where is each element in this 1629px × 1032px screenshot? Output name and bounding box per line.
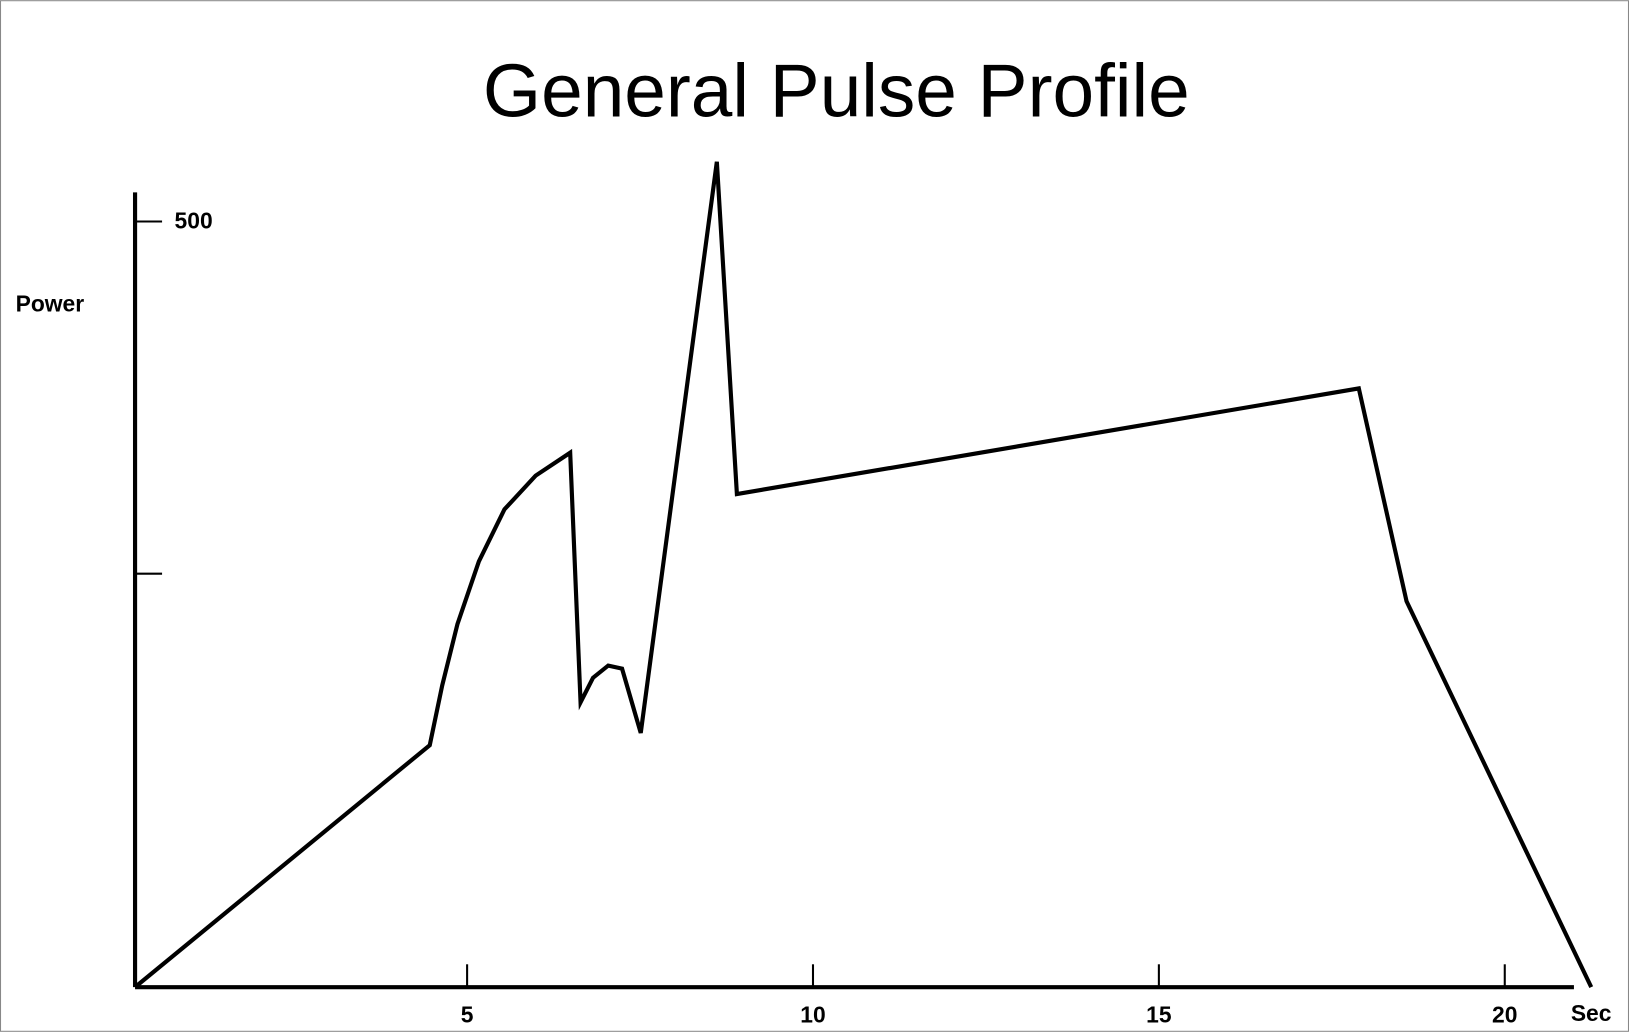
x-axis-label: Sec bbox=[1571, 1000, 1612, 1026]
x-tick-label: 10 bbox=[800, 1001, 825, 1027]
y-axis-label: Power bbox=[16, 291, 85, 317]
pulse-line bbox=[133, 161, 1594, 989]
x-tick-label: 5 bbox=[461, 1001, 474, 1027]
y-tick-label: 500 bbox=[175, 208, 213, 234]
chart-title: General Pulse Profile bbox=[483, 49, 1190, 133]
x-tick-label: 20 bbox=[1492, 1001, 1517, 1027]
x-tick-label: 15 bbox=[1146, 1001, 1172, 1027]
